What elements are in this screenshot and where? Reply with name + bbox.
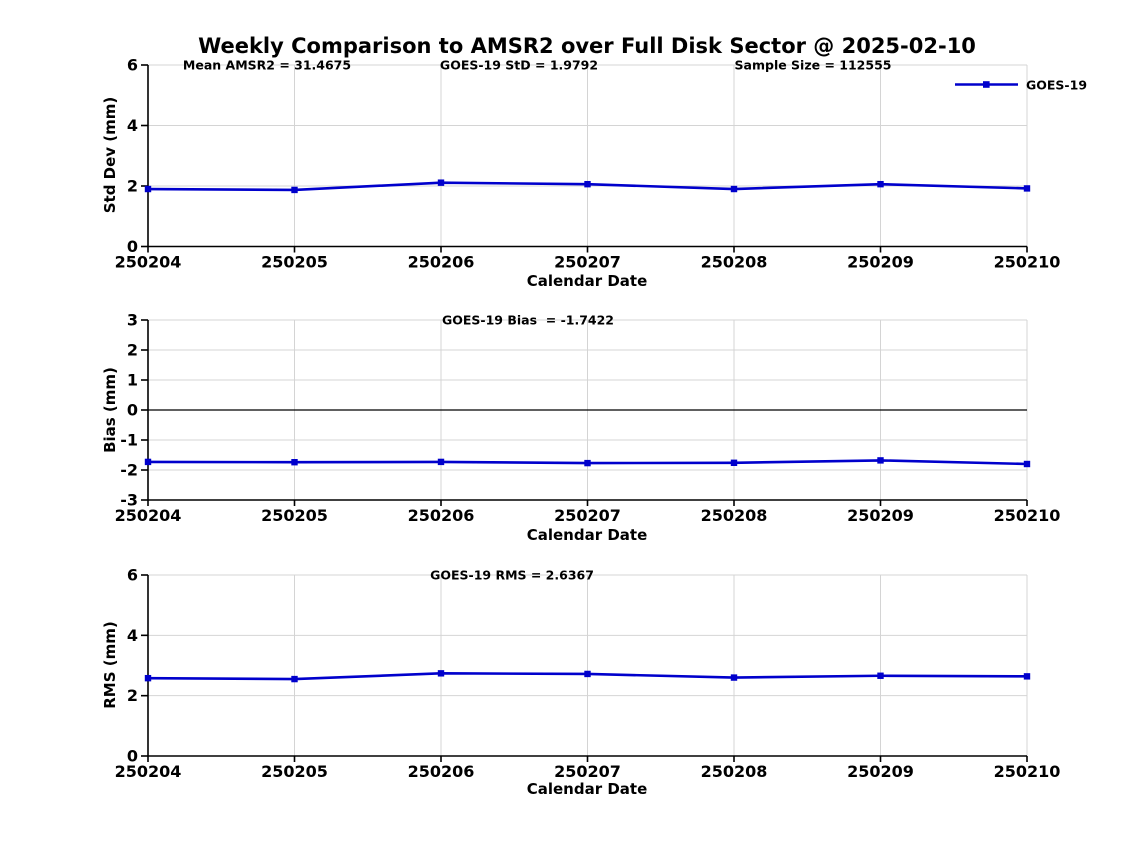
data-point-marker xyxy=(730,185,738,193)
x-tick-label: 250209 xyxy=(847,506,914,525)
x-tick-label: 250210 xyxy=(994,253,1061,272)
subplot-bias: 250204 250205 250206 250207 250208 250209 2502… xyxy=(115,311,1061,526)
data-point-marker xyxy=(437,458,445,466)
y-tick-label: 4 xyxy=(127,626,138,645)
y-axis-label-std-dev: Std Dev (mm) xyxy=(101,96,119,214)
y-tick-label: 6 xyxy=(127,56,138,75)
y-tick-label: 2 xyxy=(127,686,138,705)
x-tick-label: 250207 xyxy=(554,253,621,272)
y-tick-label: 3 xyxy=(127,311,138,330)
x-tick-label: 250206 xyxy=(408,762,475,781)
chart-title: Weekly Comparison to AMSR2 over Full Dis… xyxy=(198,34,976,58)
data-point-marker xyxy=(291,459,298,466)
annotation-sample-size: Sample Size = 112555 xyxy=(734,57,892,73)
y-tick-label: -1 xyxy=(120,431,138,450)
data-point-marker xyxy=(584,180,591,188)
data-point-marker xyxy=(584,670,591,678)
y-tick-label: 2 xyxy=(127,341,138,360)
data-point-marker xyxy=(1023,673,1031,680)
data-point-marker xyxy=(584,459,591,467)
x-tick-label: 250207 xyxy=(554,762,621,781)
x-tick-label: 250205 xyxy=(261,506,328,525)
subplot-std-dev: 250204 250205 250206 250207 250208 250209 2502… xyxy=(115,56,1061,272)
y-tick-label: -2 xyxy=(120,461,138,480)
y-tick-label: 0 xyxy=(127,401,138,420)
annotation-goes19-bias: GOES-19 Bias = -1.7422 xyxy=(441,312,615,328)
annotation-goes19-std: GOES-19 StD = 1.9792 xyxy=(439,57,599,73)
y-tick-label: 1 xyxy=(127,371,138,390)
x-tick-label: 250209 xyxy=(847,762,914,781)
x-tick-label: 250204 xyxy=(115,253,182,272)
annotation-goes19-rms: GOES-19 RMS = 2.6367 xyxy=(430,567,594,583)
x-tick-label: 250208 xyxy=(701,762,768,781)
x-tick-label: 250204 xyxy=(115,762,182,781)
data-point-marker xyxy=(1023,185,1031,192)
y-tick-label: -3 xyxy=(120,491,138,510)
x-tick-label: 250204 xyxy=(115,506,182,525)
x-tick-label: 250210 xyxy=(994,762,1061,781)
data-point-marker xyxy=(1023,460,1031,468)
data-point-marker xyxy=(877,457,884,464)
x-tick-label: 250205 xyxy=(261,253,328,272)
subplot-rms: 250204 250205 250206 250207 250208 250209 2502… xyxy=(115,566,1061,782)
x-tick-label: 250207 xyxy=(554,506,621,525)
y-axis-label-bias: Bias (mm) xyxy=(101,367,119,453)
data-point-marker xyxy=(877,180,884,188)
data-point-marker xyxy=(437,670,445,677)
y-tick-label: 2 xyxy=(127,177,138,196)
data-point-marker xyxy=(730,459,738,466)
x-axis-label-bias: Calendar Date xyxy=(526,526,648,544)
y-tick-label: 0 xyxy=(127,237,138,256)
legend xyxy=(955,81,1018,88)
x-tick-label: 250206 xyxy=(408,506,475,525)
x-tick-label: 250209 xyxy=(847,253,914,272)
x-tick-label: 250208 xyxy=(701,506,768,525)
data-point-marker xyxy=(144,458,152,466)
y-tick-label: 0 xyxy=(127,747,138,766)
data-point-marker xyxy=(877,672,884,679)
x-tick-label: 250206 xyxy=(408,253,475,272)
y-tick-label: 4 xyxy=(127,116,138,135)
data-point-marker xyxy=(437,179,445,186)
data-point-marker xyxy=(291,186,298,194)
x-tick-label: 250205 xyxy=(261,762,328,781)
data-point-marker xyxy=(730,674,738,681)
legend-label: GOES-19 xyxy=(1026,77,1088,93)
data-point-marker xyxy=(144,674,152,682)
x-axis-label-rms: Calendar Date xyxy=(526,780,648,798)
data-point-marker xyxy=(291,675,298,683)
y-axis-label-rms: RMS (mm) xyxy=(101,621,119,709)
x-axis-label-std-dev: Calendar Date xyxy=(526,272,648,290)
legend-marker xyxy=(983,81,990,88)
x-tick-label: 250208 xyxy=(701,253,768,272)
annotation-mean-amsr2: Mean AMSR2 = 31.4675 xyxy=(182,57,352,73)
x-tick-label: 250210 xyxy=(994,506,1061,525)
y-tick-label: 6 xyxy=(127,566,138,585)
data-point-marker xyxy=(144,185,152,193)
